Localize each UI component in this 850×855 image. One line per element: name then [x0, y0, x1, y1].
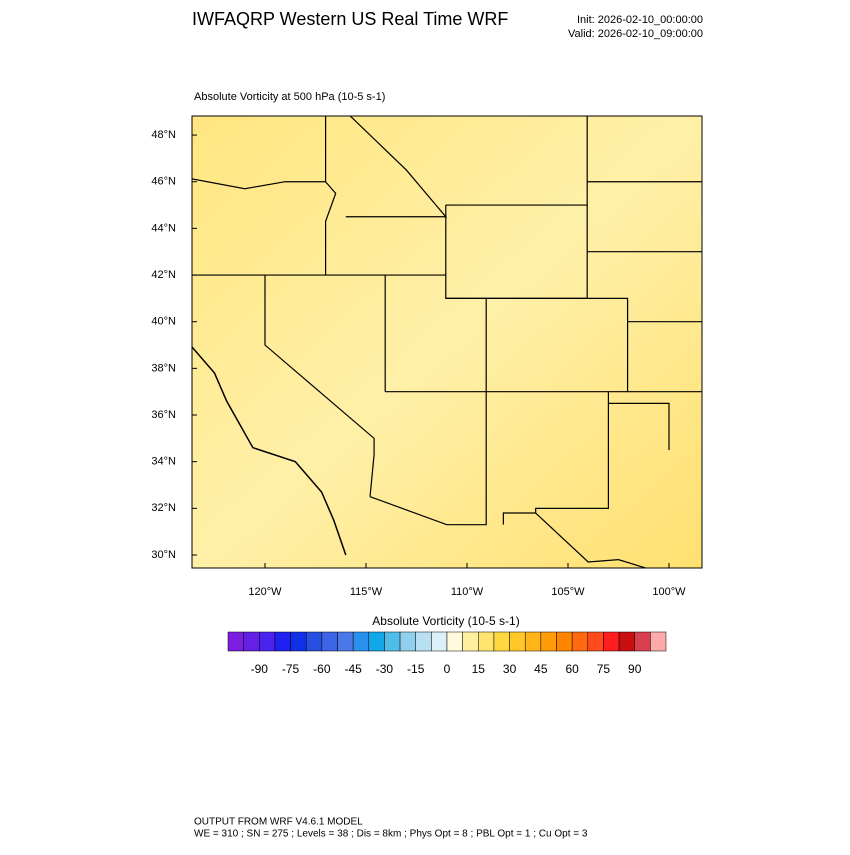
boundary: [325, 116, 337, 276]
lat-tick-label: 30°N: [151, 549, 176, 561]
colorbar-swatch: [399, 631, 416, 652]
boundary: [535, 512, 648, 568]
boundary: [486, 297, 629, 393]
colorbar-tick-label: 75: [597, 662, 611, 676]
colorbar-swatch: [415, 631, 432, 652]
footer-line: WE = 310 ; SN = 275 ; Levels = 38 ; Dis …: [194, 829, 588, 840]
colorbar-swatch: [603, 631, 620, 652]
colorbar-tick-label: 15: [472, 662, 486, 676]
colorbar-tick-label: -15: [407, 662, 425, 676]
colorbar-swatch: [337, 631, 354, 652]
lat-tick-label: 46°N: [151, 176, 176, 188]
colorbar-tick-label: -60: [313, 662, 331, 676]
colorbar-swatch: [509, 631, 526, 652]
colorbar-swatch: [571, 631, 589, 652]
colorbar-swatch: [587, 631, 604, 652]
colorbar-swatch: [368, 631, 385, 652]
map-field: [192, 116, 702, 568]
lat-tick-label: 34°N: [151, 456, 176, 468]
boundary: [608, 402, 670, 451]
colorbar-swatch: [462, 631, 479, 652]
colorbar-swatch: [431, 631, 448, 652]
colorbar-swatch: [540, 631, 557, 652]
colorbar-tick-label: -30: [376, 662, 394, 676]
colorbar-swatch: [305, 631, 323, 652]
colorbar-tick-label: -75: [282, 662, 300, 676]
field-background: [192, 116, 702, 568]
title: IWFAQRP Western US Real Time WRF: [192, 9, 508, 29]
colorbar-swatch: [446, 631, 463, 652]
boundary: [264, 275, 375, 497]
boundary: [345, 116, 448, 218]
lon-tick-label: 120°W: [248, 586, 282, 598]
lon-tick-label: 115°W: [350, 586, 383, 598]
colorbar-tick-label: 60: [565, 662, 579, 676]
lat-tick-label: 42°N: [151, 269, 176, 281]
colorbar-swatch: [556, 631, 573, 652]
colorbar-tick-label: 45: [534, 662, 548, 676]
colorbar-swatch: [227, 631, 244, 652]
footer-line: OUTPUT FROM WRF V4.6.1 MODEL: [194, 817, 363, 828]
colorbar-swatch: [384, 631, 401, 652]
lat-tick-label: 32°N: [151, 502, 176, 514]
lat-tick-label: 38°N: [151, 362, 176, 374]
colorbar-swatch: [524, 631, 542, 652]
colorbar-swatch: [478, 631, 495, 652]
colorbar: -90 -75 -60 -45 -30 -15 0 15 30 45 60 75 90: [227, 631, 667, 676]
colorbar-swatch: [274, 631, 291, 652]
lon-tick-label: 105°W: [551, 586, 585, 598]
colorbar-tick-label: -45: [344, 662, 362, 676]
boundary: [192, 178, 326, 190]
lat-tick-label: 40°N: [151, 316, 176, 328]
boundary: [502, 391, 610, 525]
colorbar-title: Absolute Vorticity (10-5 s-1): [372, 614, 519, 628]
colorbar-swatch: [650, 631, 667, 652]
colorbar-swatch: [243, 631, 260, 652]
plot-subtitle: Absolute Vorticity at 500 hPa (10-5 s-1): [194, 91, 385, 103]
colorbar-tick-label: -90: [251, 662, 269, 676]
axes: 48°N 46°N 44°N 42°N 40°N 38°N 36°N 34°N 32°N 30°N…: [151, 129, 686, 598]
colorbar-tick-label: 90: [628, 662, 642, 676]
lon-tick-label: 110°W: [451, 586, 484, 598]
colorbar-swatch: [634, 631, 651, 652]
colorbar-tick-label: 0: [444, 662, 451, 676]
colorbar-swatch: [493, 631, 510, 652]
colorbar-swatch: [618, 631, 635, 652]
lon-tick-label: 100°W: [652, 586, 686, 598]
lat-tick-label: 44°N: [151, 222, 176, 234]
boundaries: [192, 116, 702, 568]
colorbar-swatch: [259, 631, 276, 652]
init-time: Init: 2026-02-10_00:00:00: [577, 14, 703, 26]
lat-tick-label: 48°N: [151, 129, 176, 141]
colorbar-swatch: [321, 631, 338, 652]
colorbar-swatch: [352, 631, 370, 652]
lat-tick-label: 36°N: [151, 409, 176, 421]
map-frame: [191, 115, 703, 569]
boundary: [369, 391, 487, 526]
valid-time: Valid: 2026-02-10_09:00:00: [568, 28, 703, 40]
boundary: [192, 345, 347, 556]
colorbar-tick-label: 30: [503, 662, 517, 676]
colorbar-swatch: [290, 631, 307, 652]
